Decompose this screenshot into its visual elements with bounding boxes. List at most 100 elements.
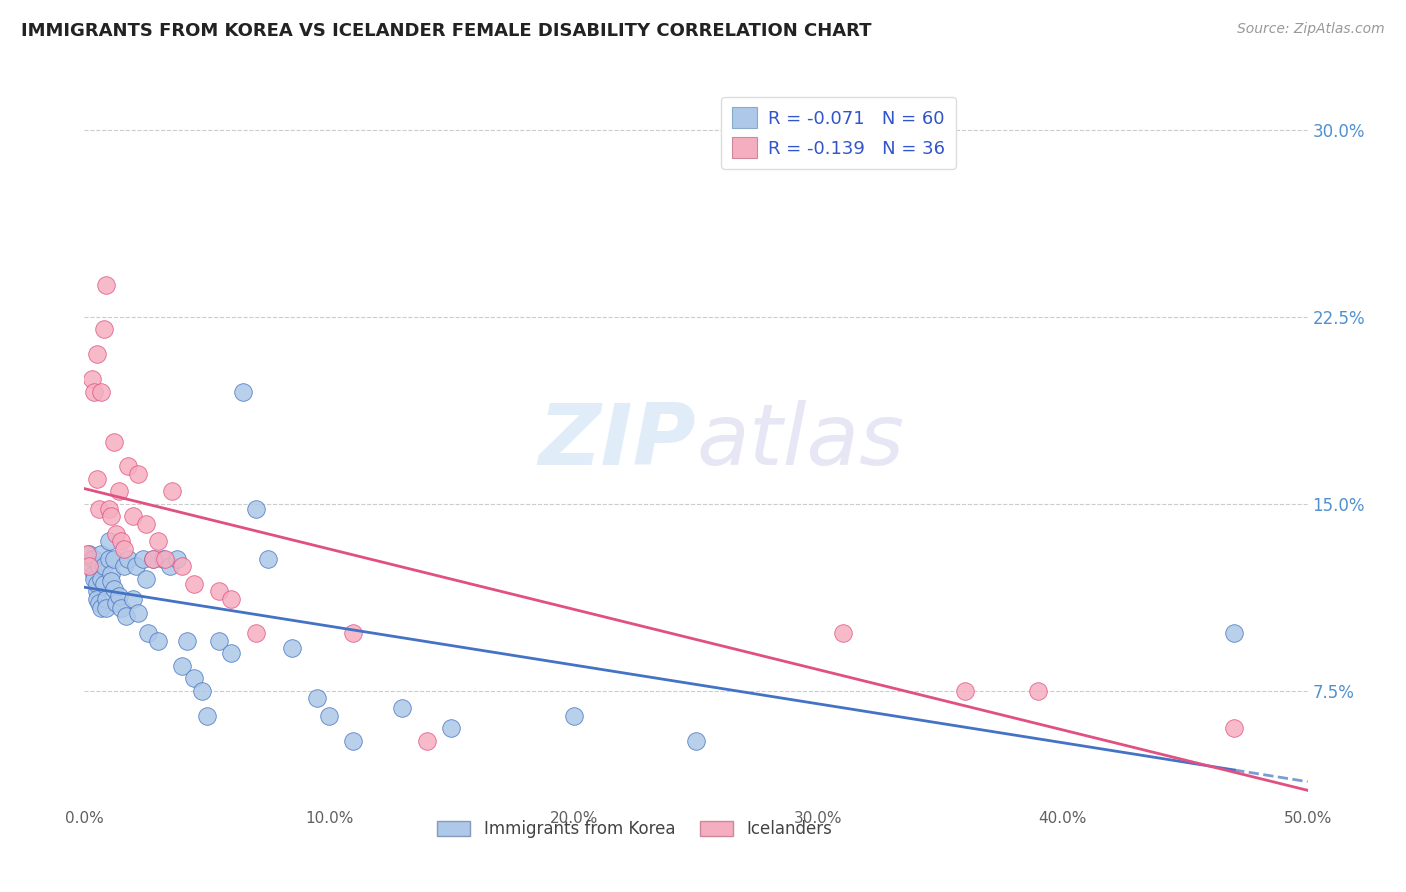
Point xyxy=(142,551,165,566)
Point xyxy=(208,584,231,599)
Point xyxy=(440,721,463,735)
Point xyxy=(136,626,159,640)
Point xyxy=(135,572,157,586)
Point xyxy=(176,633,198,648)
Point xyxy=(245,626,267,640)
Point xyxy=(97,534,120,549)
Point xyxy=(1223,721,1246,735)
Point xyxy=(86,576,108,591)
Point xyxy=(685,733,707,747)
Point xyxy=(96,601,118,615)
Point xyxy=(831,626,853,640)
Legend: Immigrants from Korea, Icelanders: Immigrants from Korea, Icelanders xyxy=(430,814,839,845)
Point xyxy=(208,633,231,648)
Point xyxy=(117,551,139,566)
Point xyxy=(257,551,280,566)
Text: ZIP: ZIP xyxy=(538,400,696,483)
Point xyxy=(83,572,105,586)
Point xyxy=(146,534,169,549)
Point xyxy=(97,551,120,566)
Point xyxy=(86,347,108,361)
Point xyxy=(77,547,100,561)
Point xyxy=(90,547,112,561)
Point xyxy=(105,526,128,541)
Point xyxy=(953,683,976,698)
Point xyxy=(80,551,103,566)
Point xyxy=(127,467,149,481)
Point xyxy=(93,576,115,591)
Point xyxy=(103,582,125,596)
Point xyxy=(107,589,129,603)
Point xyxy=(219,646,242,660)
Point xyxy=(142,551,165,566)
Point xyxy=(195,708,218,723)
Point xyxy=(391,701,413,715)
Point xyxy=(162,484,184,499)
Point xyxy=(172,559,194,574)
Point xyxy=(1223,626,1246,640)
Point xyxy=(112,541,135,556)
Point xyxy=(76,547,98,561)
Point xyxy=(77,559,100,574)
Point xyxy=(146,633,169,648)
Point xyxy=(112,559,135,574)
Point xyxy=(86,472,108,486)
Point xyxy=(562,708,585,723)
Point xyxy=(159,559,181,574)
Point xyxy=(87,501,110,516)
Text: Source: ZipAtlas.com: Source: ZipAtlas.com xyxy=(1237,22,1385,37)
Point xyxy=(86,584,108,599)
Point xyxy=(110,534,132,549)
Point xyxy=(90,572,112,586)
Point xyxy=(100,566,122,581)
Point xyxy=(135,516,157,531)
Point xyxy=(96,277,118,292)
Point xyxy=(132,551,155,566)
Point xyxy=(80,559,103,574)
Text: atlas: atlas xyxy=(696,400,904,483)
Point xyxy=(117,459,139,474)
Point xyxy=(90,384,112,399)
Point xyxy=(305,691,328,706)
Point xyxy=(416,733,439,747)
Point xyxy=(172,658,194,673)
Point xyxy=(191,683,214,698)
Point xyxy=(83,551,105,566)
Point xyxy=(152,551,174,566)
Point xyxy=(115,609,138,624)
Point xyxy=(100,509,122,524)
Point xyxy=(86,591,108,606)
Point xyxy=(122,591,145,606)
Point xyxy=(166,551,188,566)
Point xyxy=(90,601,112,615)
Point xyxy=(96,591,118,606)
Point xyxy=(97,501,120,516)
Point xyxy=(318,708,340,723)
Point xyxy=(245,501,267,516)
Point xyxy=(1028,683,1050,698)
Text: IMMIGRANTS FROM KOREA VS ICELANDER FEMALE DISABILITY CORRELATION CHART: IMMIGRANTS FROM KOREA VS ICELANDER FEMAL… xyxy=(21,22,872,40)
Point xyxy=(103,434,125,449)
Point xyxy=(87,597,110,611)
Point xyxy=(127,607,149,621)
Point xyxy=(103,551,125,566)
Point xyxy=(342,733,364,747)
Point xyxy=(183,576,205,591)
Point xyxy=(83,384,105,399)
Point xyxy=(342,626,364,640)
Point xyxy=(105,597,128,611)
Point xyxy=(93,322,115,336)
Point xyxy=(83,566,105,581)
Point xyxy=(100,574,122,588)
Point xyxy=(122,509,145,524)
Point xyxy=(80,372,103,386)
Point xyxy=(281,641,304,656)
Point xyxy=(232,384,254,399)
Point xyxy=(110,601,132,615)
Point xyxy=(93,559,115,574)
Point xyxy=(219,591,242,606)
Point xyxy=(183,671,205,685)
Point xyxy=(87,559,110,574)
Point xyxy=(107,484,129,499)
Point xyxy=(153,551,176,566)
